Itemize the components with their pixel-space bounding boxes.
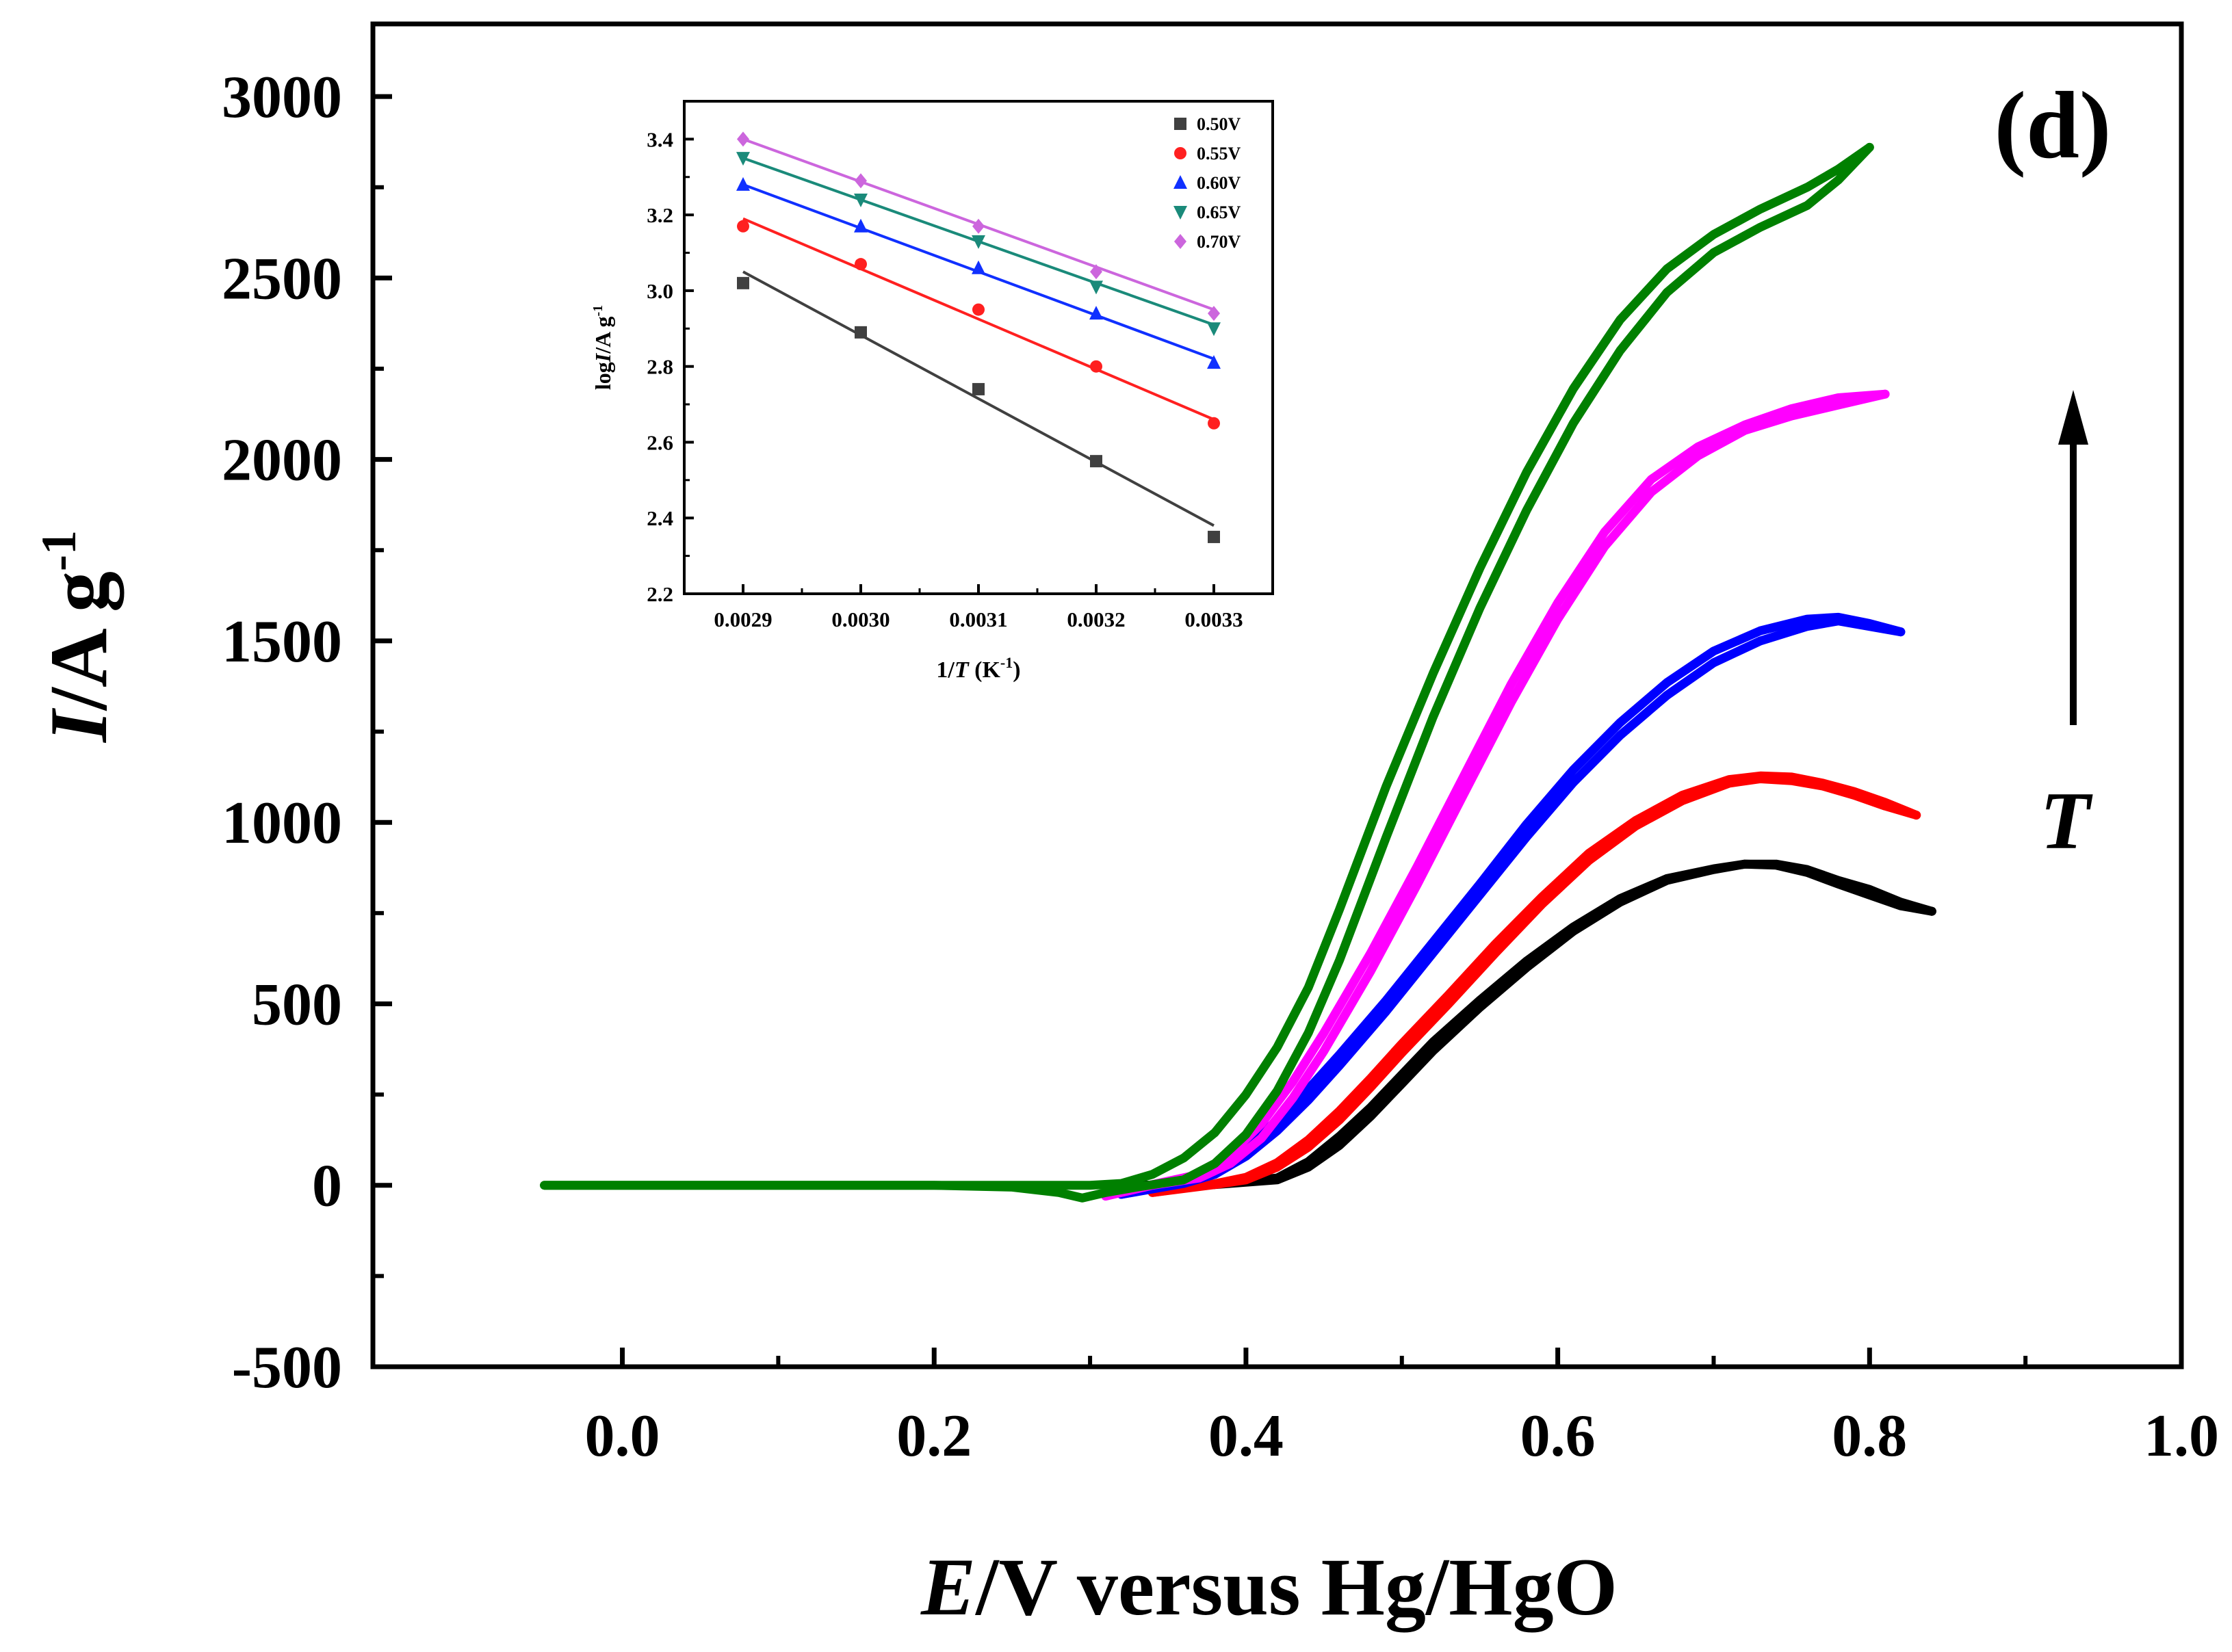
legend-label-0.50V: 0.50V xyxy=(1197,114,1241,134)
inset-point-0.70V xyxy=(972,218,985,234)
legend-marker-0.70V xyxy=(1174,234,1186,249)
inset-point-0.70V xyxy=(737,131,749,147)
inset-x-tick-label: 0.0031 xyxy=(949,607,1007,631)
main-y-tick-label: 2500 xyxy=(222,246,342,312)
main-plot-frame xyxy=(370,21,2184,1369)
main-x-tick-label: 0.0 xyxy=(585,1403,660,1469)
inset-point-0.50V xyxy=(737,276,749,289)
inset-x-tick-label: 0.0029 xyxy=(714,607,772,631)
legend-label-0.55V: 0.55V xyxy=(1197,144,1241,163)
inset-point-0.55V xyxy=(855,258,867,271)
main-y-axis-title-rest: /A g xyxy=(33,571,125,711)
inset-point-0.65V xyxy=(1089,280,1103,295)
inset-point-0.70V xyxy=(855,173,867,189)
inset-legend: 0.50V 0.55V 0.60V 0.65V 0.70V xyxy=(1173,114,1241,252)
cv-curve-5-reverse xyxy=(540,142,1874,1190)
inset-point-0.65V xyxy=(736,152,750,166)
inset-point-0.50V xyxy=(972,382,985,395)
inset-point-0.70V xyxy=(1090,264,1102,280)
cv-curve-5-forward xyxy=(540,142,1874,1203)
legend-marker-0.55V xyxy=(1174,147,1186,159)
inset-fit-lines xyxy=(742,137,1215,527)
inset-point-0.55V xyxy=(1090,360,1102,373)
inset-point-0.60V xyxy=(1089,306,1103,320)
inset-x-axis-title-prefix: 1/ xyxy=(936,657,955,683)
main-x-tick-label: 0.6 xyxy=(1520,1403,1596,1469)
legend-marker-0.65V xyxy=(1173,206,1187,220)
main-y-tick-label: 3000 xyxy=(222,64,342,131)
temperature-arrow-label: T xyxy=(2040,775,2093,866)
cv-curve-4-forward xyxy=(1101,389,1890,1201)
inset-y-axis-title-prefix: log xyxy=(591,362,615,390)
inset-y-axis-title-rest: /A g xyxy=(591,317,615,354)
inset-point-0.65V xyxy=(1207,322,1221,337)
inset-x-tick-label: 0.0033 xyxy=(1184,607,1243,631)
inset-x-axis-title-italic: T xyxy=(955,657,970,683)
main-y-axis-title: I/A g-1 xyxy=(31,530,125,744)
main-x-tick-label: 1.0 xyxy=(2144,1403,2219,1469)
inset-fit-line-0.55V xyxy=(742,217,1215,421)
main-x-tick-label: 0.8 xyxy=(1832,1403,1907,1469)
inset-x-axis-title-sup: -1 xyxy=(1000,654,1013,671)
inset-fit-line-0.50V xyxy=(742,270,1215,527)
inset-x-axis-title-close: ) xyxy=(1013,657,1020,683)
inset-x-tick-label: 0.0030 xyxy=(831,607,890,631)
inset-ticks: 0.0029 0.0030 0.0031 0.0032 0.0033 2.2 2.4 2.6 2… xyxy=(647,127,1274,631)
inset-y-tick-label: 2.4 xyxy=(647,506,673,530)
main-x-tick-label: 0.4 xyxy=(1208,1403,1284,1469)
inset-x-tick-label: 0.0032 xyxy=(1067,607,1125,631)
main-x-axis-title-italic: E xyxy=(920,1541,976,1632)
main-y-axis-title-sup: -1 xyxy=(31,530,86,571)
main-y-tick-label: 2000 xyxy=(222,428,342,494)
legend-label-0.60V: 0.60V xyxy=(1197,173,1241,193)
inset-point-0.50V xyxy=(1090,455,1102,468)
inset-point-0.65V xyxy=(972,235,985,249)
inset-chart: 0.0029 0.0030 0.0031 0.0032 0.0033 2.2 2.4 2.6 2… xyxy=(591,100,1274,683)
cv-curve-1-reverse xyxy=(1132,859,1936,1190)
inset-point-0.55V xyxy=(1208,417,1220,430)
panel-label: (d) xyxy=(1994,73,2111,179)
inset-point-0.65V xyxy=(854,194,868,207)
main-x-tick-label: 0.2 xyxy=(896,1403,972,1469)
inset-points xyxy=(736,131,1221,543)
inset-point-0.60V xyxy=(854,218,868,233)
inset-y-axis-title: logI/A g-1 xyxy=(591,305,615,390)
inset-point-0.60V xyxy=(1207,355,1221,369)
main-y-tick-label: 1000 xyxy=(222,790,342,856)
inset-point-0.55V xyxy=(737,220,749,233)
legend-marker-0.50V xyxy=(1174,118,1186,130)
cv-curve-2-reverse xyxy=(1147,771,1921,1197)
inset-y-axis-title-italic: I xyxy=(591,352,615,363)
inset-point-0.55V xyxy=(972,303,985,316)
inset-point-0.70V xyxy=(1208,306,1220,322)
legend-marker-0.60V xyxy=(1173,175,1187,189)
main-y-tick-label: 500 xyxy=(252,971,342,1038)
inset-point-0.60V xyxy=(972,260,985,274)
inset-y-axis-title-sup: -1 xyxy=(591,305,606,317)
main-curves xyxy=(540,142,1936,1203)
inset-y-tick-label: 3.2 xyxy=(647,203,673,227)
inset-y-tick-label: 2.6 xyxy=(647,430,673,454)
legend-label-0.65V: 0.65V xyxy=(1197,202,1241,222)
inset-point-0.50V xyxy=(855,326,867,339)
inset-y-tick-label: 3.0 xyxy=(647,279,673,303)
inset-y-tick-label: 3.4 xyxy=(647,127,673,151)
main-y-tick-label: 0 xyxy=(312,1153,342,1220)
temperature-arrow-head xyxy=(2058,390,2088,445)
inset-x-axis-title-unit: (K xyxy=(969,657,1001,683)
inset-y-tick-label: 2.8 xyxy=(647,355,673,379)
inset-point-0.60V xyxy=(736,176,750,191)
inset-y-tick-label: 2.2 xyxy=(647,582,673,606)
legend-label-0.70V: 0.70V xyxy=(1197,232,1241,252)
main-y-tick-label: 1500 xyxy=(222,609,342,675)
inset-x-axis-title: 1/T (K-1) xyxy=(936,654,1020,683)
inset-point-0.50V xyxy=(1208,530,1220,543)
main-y-axis-title-italic: I xyxy=(33,707,124,744)
main-y-tick-label: -500 xyxy=(232,1335,342,1401)
main-x-axis-title: E/V versus Hg/HgO xyxy=(920,1541,1618,1633)
main-ticks: 0.0 0.2 0.4 0.6 0.8 1.0 -500 0 500 1000 1500 2000 25… xyxy=(222,64,2219,1469)
cv-curve-4-reverse xyxy=(1101,389,1890,1201)
main-x-axis-title-rest: /V versus Hg/HgO xyxy=(974,1541,1618,1633)
